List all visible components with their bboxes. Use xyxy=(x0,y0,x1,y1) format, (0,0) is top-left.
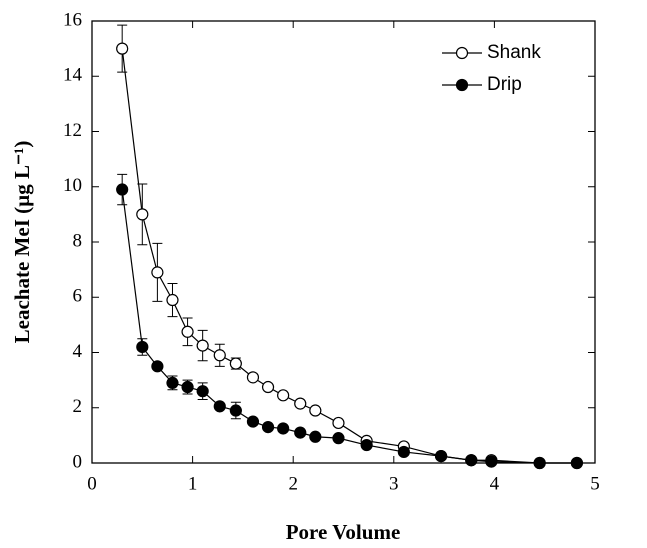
data-point xyxy=(294,426,307,439)
data-point xyxy=(397,445,410,459)
data-point xyxy=(465,454,478,467)
data-point xyxy=(570,456,583,470)
data-point xyxy=(229,404,242,417)
data-point xyxy=(246,371,260,384)
data-point xyxy=(229,357,242,370)
x-tick-label: 0 xyxy=(87,473,97,494)
data-point xyxy=(246,415,260,428)
data-point xyxy=(309,430,322,443)
data-point xyxy=(213,349,226,362)
data-point xyxy=(485,455,498,468)
data-point xyxy=(151,360,164,373)
y-tick-label: 12 xyxy=(63,120,82,141)
data-point xyxy=(136,208,149,221)
y-tick-label: 16 xyxy=(63,9,82,30)
series-line xyxy=(121,48,577,464)
data-point xyxy=(166,376,179,389)
data-point xyxy=(181,380,194,394)
data-point xyxy=(116,183,129,196)
series-line xyxy=(121,189,577,464)
data-point xyxy=(434,449,448,463)
data-point xyxy=(261,420,275,434)
data-point xyxy=(181,325,194,338)
data-point xyxy=(196,339,209,352)
data-point xyxy=(116,42,129,55)
data-point xyxy=(309,404,322,417)
data-point xyxy=(277,389,290,402)
data-point xyxy=(136,340,149,354)
data-point xyxy=(332,416,345,430)
data-point xyxy=(533,456,546,470)
data-point xyxy=(360,438,373,452)
data-point xyxy=(261,380,275,394)
data-point xyxy=(151,266,164,279)
data-point xyxy=(277,422,290,435)
y-tick-label: 8 xyxy=(73,230,83,251)
x-tick-label: 3 xyxy=(389,473,399,494)
y-tick-label: 0 xyxy=(73,451,83,472)
y-axis-label: Leachate MeI (µg L⁻¹) xyxy=(10,141,34,344)
x-tick-label: 1 xyxy=(188,473,198,494)
data-point xyxy=(294,397,307,410)
legend-label: Drip xyxy=(487,74,522,95)
y-tick-label: 10 xyxy=(63,175,82,196)
y-tick-label: 4 xyxy=(73,341,83,362)
legend-marker xyxy=(455,46,469,60)
y-tick-label: 2 xyxy=(73,396,83,417)
legend-marker xyxy=(455,78,469,92)
x-tick-label: 5 xyxy=(590,473,600,494)
y-tick-label: 14 xyxy=(63,65,83,86)
data-point xyxy=(332,432,345,445)
y-tick-label: 6 xyxy=(73,286,83,307)
x-tick-label: 4 xyxy=(490,473,500,494)
data-point xyxy=(196,385,209,398)
data-point xyxy=(166,293,179,307)
x-axis-label: Pore Volume xyxy=(286,520,401,544)
legend-label: Shank xyxy=(487,42,541,63)
data-point xyxy=(213,400,226,413)
x-tick-label: 2 xyxy=(288,473,298,494)
